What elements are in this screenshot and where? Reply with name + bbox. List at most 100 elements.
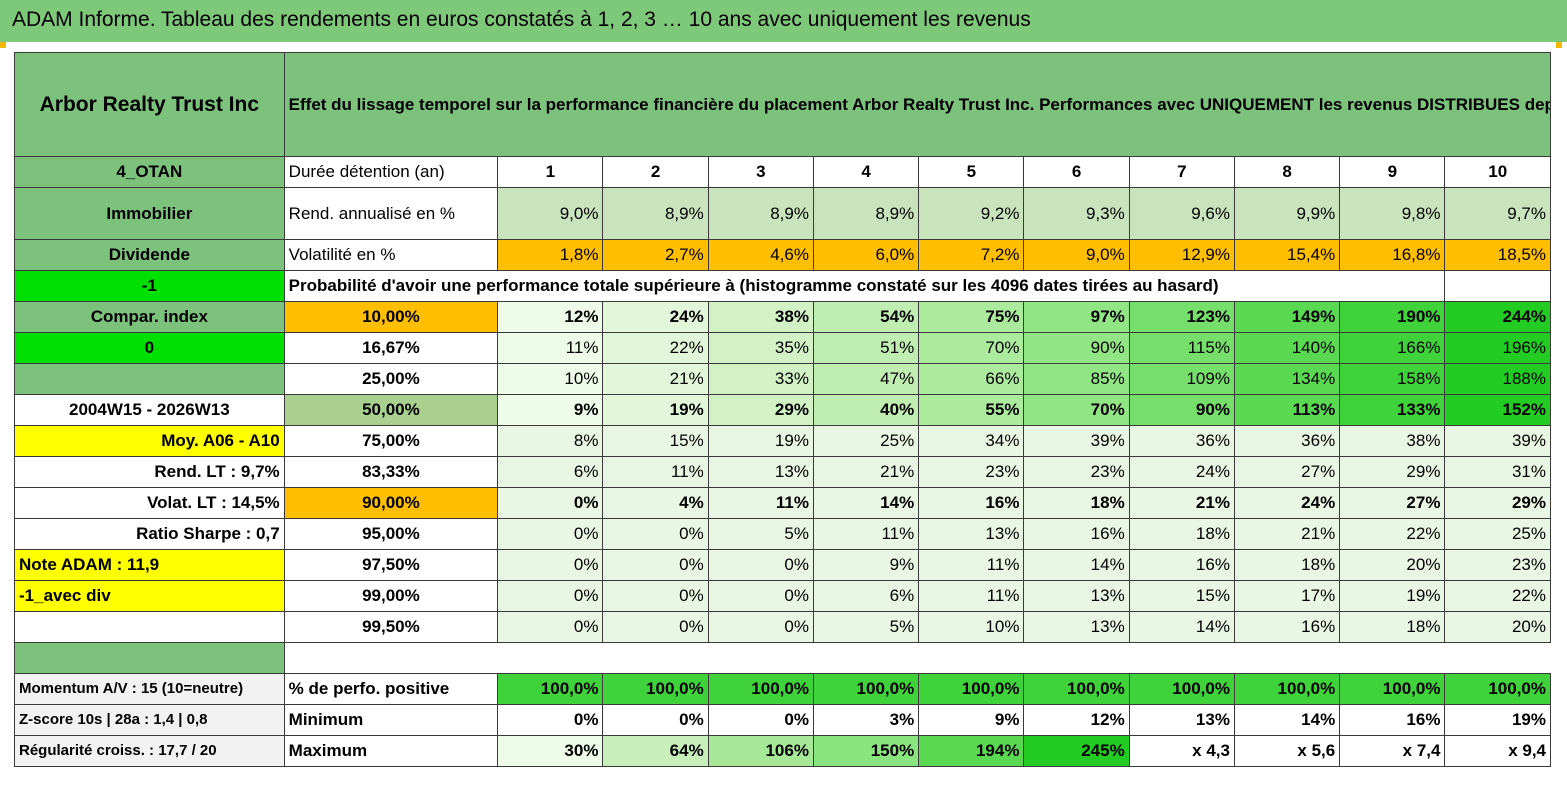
- proba-cell: 0%: [602, 611, 709, 643]
- proba-cell: 13%: [707, 456, 814, 488]
- vol-label: Volatilité en %: [283, 239, 499, 271]
- year-header: 1: [497, 156, 604, 188]
- empty-cell: [1444, 270, 1551, 302]
- proba-cell: 188%: [1444, 363, 1551, 395]
- proba-cell: 190%: [1339, 301, 1446, 333]
- summary-cell: 100,0%: [707, 673, 814, 705]
- performance-table: Arbor Realty Trust Inc Effet du lissage …: [14, 52, 1552, 767]
- corner-marker: [0, 42, 6, 48]
- year-header: 7: [1128, 156, 1235, 188]
- proba-cell: 29%: [707, 394, 814, 426]
- summary-cell: x 9,4: [1444, 735, 1551, 767]
- year-header: 9: [1339, 156, 1446, 188]
- vol-cell: 9,0%: [1023, 239, 1130, 271]
- proba-cell: 18%: [1339, 611, 1446, 643]
- summary-label: Maximum: [283, 735, 499, 767]
- proba-cell: 158%: [1339, 363, 1446, 395]
- threshold-cell: 90,00%: [283, 487, 499, 519]
- proba-cell: 29%: [1339, 456, 1446, 488]
- proba-cell: 0%: [497, 549, 604, 581]
- rend-cell: 9,6%: [1128, 187, 1235, 240]
- threshold-cell: 75,00%: [283, 425, 499, 457]
- proba-cell: 27%: [1339, 487, 1446, 519]
- proba-cell: 152%: [1444, 394, 1551, 426]
- proba-cell: 20%: [1444, 611, 1551, 643]
- side-label: -1_avec div: [14, 580, 285, 612]
- proba-cell: 113%: [1233, 394, 1341, 426]
- summary-cell: x 4,3: [1128, 735, 1235, 767]
- proba-cell: 16%: [918, 487, 1025, 519]
- summary-cell: 100,0%: [1339, 673, 1446, 705]
- proba-cell: 13%: [918, 518, 1025, 550]
- proba-cell: 24%: [1128, 456, 1235, 488]
- summary-cell: 0%: [602, 704, 709, 736]
- proba-cell: 16%: [1233, 611, 1341, 643]
- proba-cell: 22%: [602, 332, 709, 364]
- proba-cell: 97%: [1023, 301, 1130, 333]
- proba-cell: 19%: [707, 425, 814, 457]
- proba-cell: 47%: [812, 363, 920, 395]
- proba-cell: 20%: [1339, 549, 1446, 581]
- proba-cell: 85%: [1023, 363, 1130, 395]
- proba-cell: 19%: [1339, 580, 1446, 612]
- summary-cell: 100,0%: [602, 673, 709, 705]
- year-header: 3: [707, 156, 814, 188]
- company-name: Arbor Realty Trust Inc: [14, 52, 285, 157]
- threshold-cell: 99,50%: [283, 611, 499, 643]
- year-header: 5: [918, 156, 1025, 188]
- summary-cell: 100,0%: [918, 673, 1025, 705]
- proba-cell: 14%: [1128, 611, 1235, 643]
- proba-cell: 0%: [602, 549, 709, 581]
- corner-marker: [1556, 42, 1562, 48]
- vol-cell: 15,4%: [1233, 239, 1341, 271]
- rend-cell: 9,3%: [1023, 187, 1130, 240]
- proba-cell: 70%: [918, 332, 1025, 364]
- proba-cell: 18%: [1128, 518, 1235, 550]
- rend-cell: 8,9%: [812, 187, 920, 240]
- proba-cell: 244%: [1444, 301, 1551, 333]
- proba-cell: 14%: [812, 487, 920, 519]
- proba-cell: 0%: [497, 580, 604, 612]
- proba-cell: 5%: [812, 611, 920, 643]
- proba-cell: 9%: [497, 394, 604, 426]
- side-label: Note ADAM : 11,9: [14, 549, 285, 581]
- proba-cell: 38%: [707, 301, 814, 333]
- vol-cell: 18,5%: [1444, 239, 1551, 271]
- summary-cell: 106%: [707, 735, 814, 767]
- threshold-cell: 97,50%: [283, 549, 499, 581]
- summary-cell: 100,0%: [1444, 673, 1551, 705]
- vol-cell: 16,8%: [1339, 239, 1446, 271]
- rend-cell: 9,7%: [1444, 187, 1551, 240]
- summary-cell: 30%: [497, 735, 604, 767]
- side-label: Ratio Sharpe : 0,7: [14, 518, 285, 550]
- type-label: Dividende: [14, 239, 285, 271]
- proba-label: Probabilité d'avoir une performance tota…: [283, 270, 1446, 302]
- summary-cell: 14%: [1233, 704, 1341, 736]
- proba-cell: 149%: [1233, 301, 1341, 333]
- threshold-cell: 99,00%: [283, 580, 499, 612]
- side-label: Volat. LT : 14,5%: [14, 487, 285, 519]
- side-label: Rend. LT : 9,7%: [14, 456, 285, 488]
- proba-cell: 8%: [497, 425, 604, 457]
- proba-cell: 4%: [602, 487, 709, 519]
- proba-cell: 38%: [1339, 425, 1446, 457]
- summary-cell: 3%: [812, 704, 920, 736]
- summary-cell: 100,0%: [1233, 673, 1341, 705]
- summary-cell: 100,0%: [1023, 673, 1130, 705]
- spacer-cell: [284, 643, 1550, 674]
- side-metric: Régularité croiss. : 17,7 / 20: [14, 735, 285, 767]
- spacer-cell: [14, 642, 285, 674]
- summary-cell: 19%: [1444, 704, 1551, 736]
- vol-cell: 6,0%: [812, 239, 920, 271]
- vol-cell: 7,2%: [918, 239, 1025, 271]
- proba-cell: 15%: [602, 425, 709, 457]
- proba-cell: 123%: [1128, 301, 1235, 333]
- proba-cell: 12%: [497, 301, 604, 333]
- empty-cell: [14, 363, 285, 395]
- proba-cell: 21%: [1128, 487, 1235, 519]
- proba-cell: 0%: [707, 580, 814, 612]
- proba-cell: 133%: [1339, 394, 1446, 426]
- proba-cell: 16%: [1023, 518, 1130, 550]
- summary-cell: 100,0%: [497, 673, 604, 705]
- vol-cell: 4,6%: [707, 239, 814, 271]
